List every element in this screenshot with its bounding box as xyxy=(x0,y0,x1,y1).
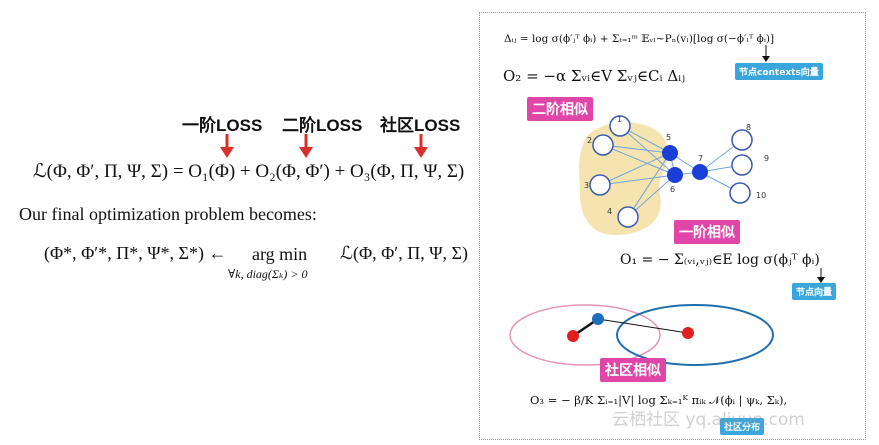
optimization-sentence: Our final optimization problem becomes: xyxy=(19,204,317,224)
context-vector-tag: 节点contexts向量 xyxy=(735,63,823,80)
o3-formula: O₃ = − β/K Σᵢ₌₁|V| log Σₖ₌₁ᴷ πᵢₖ 𝒩(ϕᵢ | … xyxy=(530,393,788,407)
node-label-8: 8 xyxy=(746,123,751,132)
arrows-layer xyxy=(220,134,428,158)
node-7 xyxy=(692,164,708,180)
node-label-6: 6 xyxy=(670,185,675,194)
node-vector-tag: 节点向量 xyxy=(792,283,837,300)
community-node-blue xyxy=(592,313,604,325)
second-order-loss-label: 二阶LOSS xyxy=(282,116,363,135)
argmin-operator: arg min xyxy=(252,244,308,264)
delta-formula: Δᵢⱼ = log σ(ϕ′ⱼᵀ ϕᵢ) + Σₜ₌₁ᵐ 𝔼ᵥₗ∼Pₙ(vₗ)[… xyxy=(504,33,775,45)
main-loss-equation: ℒ(Φ, Φ′, Π, Ψ, Σ) = O₁(Φ) + O₂(Φ, Φ′) + … xyxy=(33,161,465,182)
node-9 xyxy=(731,154,753,176)
context-tag-arrow xyxy=(762,45,770,62)
second-order-similarity-tag: 二阶相似 xyxy=(527,97,593,121)
node-2 xyxy=(592,134,614,156)
o2-formula: O₂ = −α Σᵥᵢ∈V Σᵥⱼ∈Cᵢ Δᵢⱼ xyxy=(503,67,686,85)
node-5 xyxy=(662,145,678,161)
node-vec-tag-arrow xyxy=(817,268,825,283)
o1-formula: O₁ = − Σ₍ᵥᵢ,ᵥⱼ₎∈E log σ(ϕⱼᵀ ϕᵢ) xyxy=(620,252,820,268)
argmin-subscript: ∀k, diag(Σₖ) > 0 xyxy=(228,267,308,281)
node-label-4: 4 xyxy=(607,207,612,216)
graph-diagram: 1 2 3 4 5 6 7 8 9 10 xyxy=(579,115,769,235)
first-order-arrow xyxy=(220,134,234,158)
node-10 xyxy=(729,182,751,204)
node-8 xyxy=(731,129,753,151)
node-labels: 1 2 3 4 5 6 7 8 9 10 xyxy=(584,115,769,216)
node-label-10: 10 xyxy=(756,191,766,200)
node-label-1: 1 xyxy=(617,115,622,124)
node-3 xyxy=(589,174,611,196)
node-label-3: 3 xyxy=(584,181,589,190)
node-label-5: 5 xyxy=(666,133,671,142)
community-node-red-left xyxy=(567,330,579,342)
community-similarity-tag: 社区相似 xyxy=(600,358,666,382)
community-arrow xyxy=(414,134,428,158)
community-distribution-tag: 社区分布 xyxy=(720,418,765,435)
node-label-2: 2 xyxy=(587,136,592,145)
optimization-lhs: (Φ*, Φ′*, Π*, Ψ*, Σ*) ← xyxy=(44,243,227,263)
first-order-similarity-tag: 一阶相似 xyxy=(674,220,740,244)
node-label-9: 9 xyxy=(764,154,769,163)
model-illustration-panel xyxy=(479,12,866,440)
node-1 xyxy=(609,115,631,137)
node-6 xyxy=(667,167,683,183)
optimization-rhs: ℒ(Φ, Φ′, Π, Ψ, Σ) xyxy=(340,243,468,263)
community-b-ellipse xyxy=(616,304,774,366)
first-order-loss-label: 一阶LOSS xyxy=(182,116,263,135)
graph-nodes xyxy=(589,115,753,228)
node-4 xyxy=(617,206,639,228)
community-node-red-right xyxy=(682,327,694,339)
community-a-ellipse xyxy=(509,304,661,366)
community-loss-label: 社区LOSS xyxy=(380,116,461,135)
community-diagram xyxy=(509,304,774,366)
node-label-7: 7 xyxy=(698,154,703,163)
watermark: 云栖社区 yq.aliyun.com xyxy=(612,410,805,430)
second-order-arrow xyxy=(299,134,313,158)
